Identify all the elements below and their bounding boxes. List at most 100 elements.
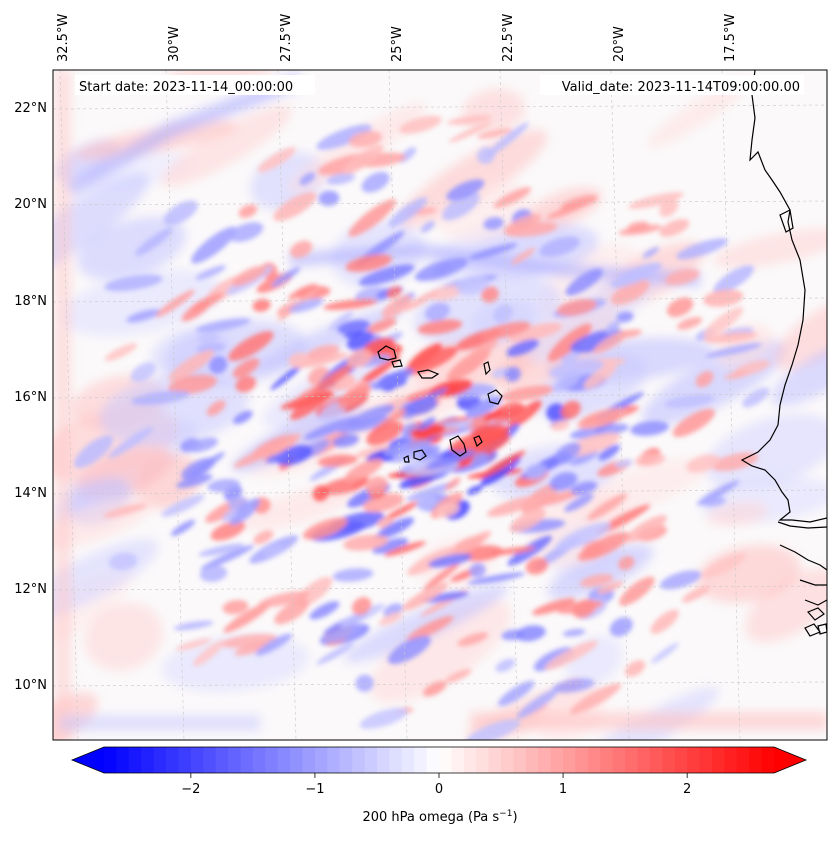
omega-streak bbox=[447, 115, 492, 125]
omega-streak bbox=[318, 190, 340, 207]
omega-streak bbox=[209, 356, 228, 374]
gambia-estuary bbox=[777, 521, 827, 529]
omega-streak bbox=[378, 612, 403, 626]
map-frame bbox=[52, 69, 828, 741]
start-date-label: Start date: 2023-11-14_00:00:00 bbox=[79, 80, 293, 95]
colorbar-step bbox=[141, 747, 155, 773]
meridian-line bbox=[277, 70, 297, 740]
omega-streak bbox=[547, 323, 592, 362]
colorbar-step bbox=[389, 747, 403, 773]
omega-streak bbox=[303, 416, 360, 440]
omega-streak bbox=[650, 642, 679, 664]
omega-streak bbox=[223, 602, 271, 633]
omega-streak bbox=[481, 321, 531, 340]
island-sao-vicente bbox=[391, 359, 403, 368]
omega-streak bbox=[493, 304, 513, 324]
omega-streak bbox=[511, 247, 536, 265]
omega-streak bbox=[539, 236, 580, 257]
lat-label-14n: 14°N bbox=[14, 486, 47, 501]
omega-streak bbox=[305, 344, 340, 361]
omega-streak bbox=[426, 450, 477, 469]
omega-streak bbox=[359, 707, 408, 729]
omega-streak bbox=[345, 254, 392, 272]
island-santo-antao bbox=[377, 345, 397, 361]
colorbar-step bbox=[662, 747, 676, 773]
omega-streak bbox=[477, 128, 512, 139]
omega-streak bbox=[505, 366, 521, 382]
omega-streak bbox=[406, 481, 459, 501]
omega-streak bbox=[233, 410, 253, 425]
lon-label-22-5w: 22.5°W bbox=[501, 14, 516, 62]
guinea-bissau-coast bbox=[779, 544, 827, 606]
omega-streak bbox=[271, 267, 301, 287]
meridian-line bbox=[610, 70, 630, 740]
omega-streak bbox=[672, 408, 715, 437]
omega-streak bbox=[686, 454, 720, 473]
colorbar-step bbox=[637, 747, 651, 773]
colorbar-outline bbox=[70, 746, 808, 774]
lat-label-18n: 18°N bbox=[14, 294, 47, 309]
omega-streak bbox=[108, 552, 138, 571]
omega-streak bbox=[665, 268, 700, 286]
omega-streak bbox=[418, 417, 436, 431]
omega-edge-band bbox=[470, 712, 827, 730]
omega-streak bbox=[372, 537, 409, 554]
colorbar-step bbox=[736, 747, 750, 773]
omega-streak bbox=[316, 124, 372, 150]
omega-streak bbox=[487, 495, 540, 517]
colorbar-step bbox=[228, 747, 242, 773]
omega-streak bbox=[466, 484, 483, 495]
omega-patch bbox=[745, 568, 827, 643]
omega-streak bbox=[597, 581, 624, 594]
start-date-box bbox=[75, 75, 315, 95]
omega-streak bbox=[191, 226, 237, 264]
omega-streak bbox=[199, 565, 228, 582]
colorbar-step bbox=[476, 747, 490, 773]
omega-streak bbox=[383, 439, 432, 457]
colorbar-step bbox=[525, 747, 539, 773]
omega-streak bbox=[363, 337, 395, 354]
omega-streak bbox=[196, 342, 226, 353]
longitude-labels: 32.5°W 30°W 27.5°W 25°W 22.5°W 20°W 17.5… bbox=[56, 14, 738, 62]
colorbar-step bbox=[240, 747, 254, 773]
omega-streak bbox=[253, 530, 274, 545]
omega-streak bbox=[515, 625, 546, 642]
colorbar-step bbox=[166, 747, 180, 773]
omega-streak bbox=[343, 534, 389, 551]
colorbar-step bbox=[128, 747, 142, 773]
colorbar-step bbox=[352, 747, 366, 773]
island-sal bbox=[483, 361, 491, 376]
colorbar-step bbox=[674, 747, 688, 773]
omega-streak bbox=[634, 452, 666, 467]
omega-patch bbox=[99, 372, 249, 446]
omega-streak bbox=[312, 363, 354, 395]
omega-streak bbox=[483, 409, 503, 421]
omega-streak bbox=[598, 444, 621, 461]
omega-streak bbox=[452, 530, 492, 557]
omega-edge-band bbox=[60, 715, 260, 731]
colorbar-step bbox=[575, 747, 589, 773]
omega-patch bbox=[705, 413, 827, 491]
colorbar-step bbox=[104, 747, 118, 773]
omega-streak bbox=[724, 370, 749, 380]
omega-streak bbox=[532, 598, 576, 616]
colorbar-step bbox=[153, 747, 167, 773]
omega-streak bbox=[524, 463, 548, 480]
omega-streak bbox=[610, 279, 650, 305]
omega-streak bbox=[252, 298, 271, 312]
omega-streak bbox=[170, 519, 196, 537]
omega-streak bbox=[509, 508, 547, 533]
meridian-line bbox=[59, 70, 79, 740]
omega-streak bbox=[625, 515, 667, 543]
valid-date-box bbox=[540, 75, 804, 95]
omega-streak bbox=[108, 426, 154, 459]
omega-streak bbox=[702, 553, 746, 579]
omega-streak bbox=[583, 363, 617, 389]
lon-label-32-5w: 32.5°W bbox=[56, 14, 71, 62]
omega-streak bbox=[175, 638, 212, 651]
omega-streak bbox=[483, 217, 504, 230]
omega-streak bbox=[384, 541, 427, 557]
omega-streak bbox=[624, 660, 646, 677]
omega-streak bbox=[469, 243, 518, 260]
